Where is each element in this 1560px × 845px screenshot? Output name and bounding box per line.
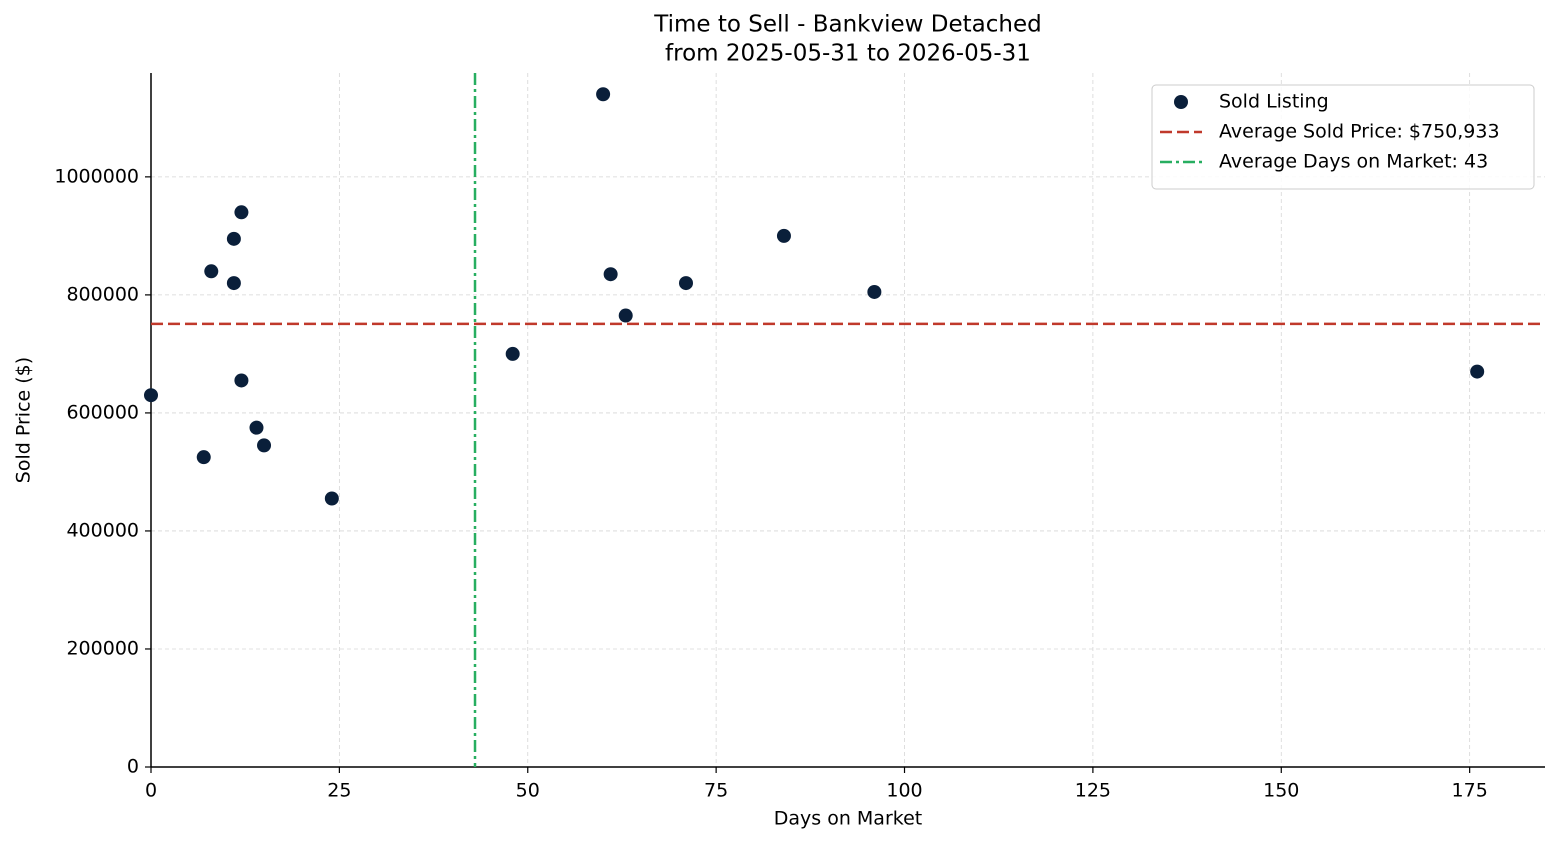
point [603,267,618,282]
legend-box [1151,84,1535,190]
point [324,491,339,506]
x-tick-label: 25 [327,780,351,802]
point [618,308,633,323]
chart-title: Time to Sell - Bankview Detached [653,12,1041,38]
point [257,438,272,453]
y-tick-label: 800000 [66,283,139,305]
y-tick-label: 400000 [66,519,139,541]
point [234,373,249,388]
point [196,450,211,465]
x-tick-label: 0 [145,780,157,802]
legend-label: Average Sold Price: $750,933 [1219,121,1500,143]
legend-label: Sold Listing [1219,91,1329,113]
point [1470,364,1485,379]
x-axis-label: Days on Market [774,808,922,830]
legend-label: Average Days on Market: 43 [1219,151,1488,173]
x-tick-label: 125 [1075,780,1111,802]
x-tick-label: 50 [516,780,540,802]
point [505,346,520,361]
point [234,205,249,220]
x-tick-label: 175 [1452,780,1488,802]
chart-subtitle: from 2025-05-31 to 2026-05-31 [665,41,1031,67]
point [226,276,241,291]
point [678,276,693,291]
y-tick-label: 0 [127,756,139,778]
y-axis-label: Sold Price ($) [13,357,35,483]
point [144,388,158,403]
legend-marker [1174,95,1188,109]
point [204,264,219,279]
point [867,284,882,299]
x-tick-label: 150 [1263,780,1299,802]
x-tick-label: 75 [704,780,728,802]
x-tick-label: 100 [886,780,922,802]
y-tick-label: 600000 [66,401,139,423]
point [249,420,264,435]
y-tick-label: 200000 [66,637,139,659]
point [776,228,791,243]
point [596,87,611,102]
point [226,231,241,246]
y-tick-label: 1000000 [54,165,139,187]
